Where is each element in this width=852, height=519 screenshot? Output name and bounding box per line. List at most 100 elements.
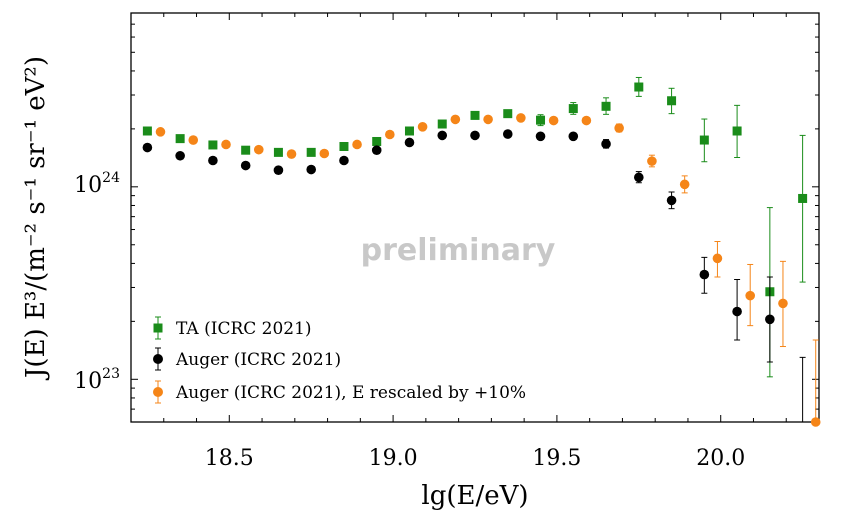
data-point-ta	[470, 110, 480, 120]
x-axis-label: lg(E/eV)	[421, 481, 528, 511]
marker-square	[142, 126, 152, 136]
marker-circle	[666, 195, 677, 206]
data-point-auger-rescaled	[548, 115, 559, 126]
marker-circle	[208, 155, 218, 166]
data-point-auger	[502, 129, 513, 139]
marker-circle	[712, 253, 723, 264]
data-point-ta	[503, 109, 513, 119]
marker-square	[470, 110, 480, 120]
y-tick-label-1e23: 1023	[74, 366, 120, 394]
marker-circle	[371, 145, 382, 155]
marker-circle	[253, 144, 264, 155]
data-point-auger-rescaled	[483, 114, 493, 125]
marker-square	[273, 147, 283, 157]
data-point-ta	[634, 76, 644, 97]
data-point-ta	[175, 134, 185, 144]
preliminary-annotation: preliminary	[361, 233, 556, 268]
marker-circle	[286, 149, 297, 159]
x-axis-ticks	[130, 13, 820, 422]
data-point-ta	[798, 134, 808, 283]
marker-circle	[450, 114, 461, 125]
data-point-auger	[339, 155, 349, 166]
data-point-auger	[306, 164, 316, 175]
data-point-auger-rescaled	[778, 260, 788, 348]
marker-circle	[155, 127, 166, 137]
data-point-auger-rescaled	[188, 135, 199, 145]
marker-square	[699, 135, 709, 145]
marker-circle	[470, 130, 480, 141]
marker-circle	[339, 155, 349, 166]
marker-square	[208, 140, 218, 150]
marker-circle	[142, 142, 153, 153]
marker-circle	[273, 165, 284, 176]
x-tick-label-18.5: 18.5	[205, 446, 254, 471]
marker-square	[536, 115, 546, 125]
data-point-auger	[699, 256, 710, 294]
data-point-auger	[634, 171, 644, 184]
data-point-auger	[470, 130, 480, 141]
marker-square	[568, 104, 578, 114]
data-point-auger	[142, 142, 153, 153]
x-tick-label-20.0: 20.0	[696, 446, 745, 471]
data-point-ta	[536, 114, 546, 127]
data-point-auger	[208, 155, 218, 166]
marker-circle	[778, 298, 788, 309]
marker-circle	[240, 160, 251, 171]
marker-circle	[437, 130, 448, 141]
data-point-auger-rescaled	[581, 115, 592, 126]
data-point-auger	[732, 278, 742, 341]
marker-circle	[502, 129, 513, 139]
data-point-auger-rescaled	[614, 123, 624, 133]
data-point-auger-rescaled	[745, 263, 755, 327]
marker-square	[667, 96, 677, 106]
marker-circle	[385, 129, 395, 140]
marker-square	[306, 147, 316, 157]
marker-square	[339, 141, 349, 151]
data-point-ta	[142, 126, 152, 136]
data-point-auger-rescaled	[450, 114, 461, 125]
x-tick-label-19.5: 19.5	[532, 446, 581, 471]
data-point-auger	[568, 131, 579, 142]
data-point-auger-rescaled	[253, 144, 264, 155]
marker-circle	[581, 115, 592, 126]
data-point-auger-rescaled	[516, 113, 526, 123]
legend-label-auger-rescaled: Auger (ICRC 2021), E rescaled by +10%	[175, 383, 526, 403]
marker-circle	[516, 113, 526, 123]
data-point-ta	[241, 145, 251, 155]
data-point-auger-rescaled	[352, 139, 362, 150]
marker-square	[601, 101, 611, 111]
series-auger	[142, 129, 806, 422]
y-axis-label: J(E) E³/(m⁻² s⁻¹ sr⁻¹ eV²)	[21, 56, 51, 381]
data-point-auger-rescaled	[647, 154, 657, 168]
data-point-auger	[666, 191, 677, 210]
marker-square	[437, 119, 447, 129]
marker-circle	[221, 139, 231, 150]
marker-circle	[404, 137, 415, 148]
marker-circle	[601, 139, 611, 149]
marker-circle	[634, 172, 644, 183]
data-point-auger-rescaled	[810, 339, 821, 427]
data-point-auger	[240, 160, 251, 171]
data-point-ta	[339, 141, 349, 151]
data-point-ta	[667, 87, 677, 115]
data-point-ta	[568, 102, 578, 115]
marker-circle	[319, 148, 330, 159]
data-point-ta	[208, 140, 218, 150]
marker-circle	[679, 179, 690, 190]
marker-circle	[188, 135, 199, 145]
series-auger-rescaled	[155, 113, 821, 427]
data-point-auger-rescaled	[221, 139, 231, 150]
marker-circle	[614, 123, 624, 133]
plot-area-frame	[130, 12, 820, 423]
data-point-auger	[535, 131, 546, 142]
marker-circle	[732, 306, 742, 317]
marker-circle	[535, 131, 546, 142]
data-point-auger	[765, 276, 775, 363]
marker-circle	[175, 150, 185, 161]
data-point-ta	[601, 97, 611, 115]
marker-circle	[699, 269, 710, 280]
legend-label-auger: Auger (ICRC 2021)	[175, 350, 341, 370]
series-ta	[142, 76, 808, 378]
data-point-auger	[175, 150, 185, 161]
